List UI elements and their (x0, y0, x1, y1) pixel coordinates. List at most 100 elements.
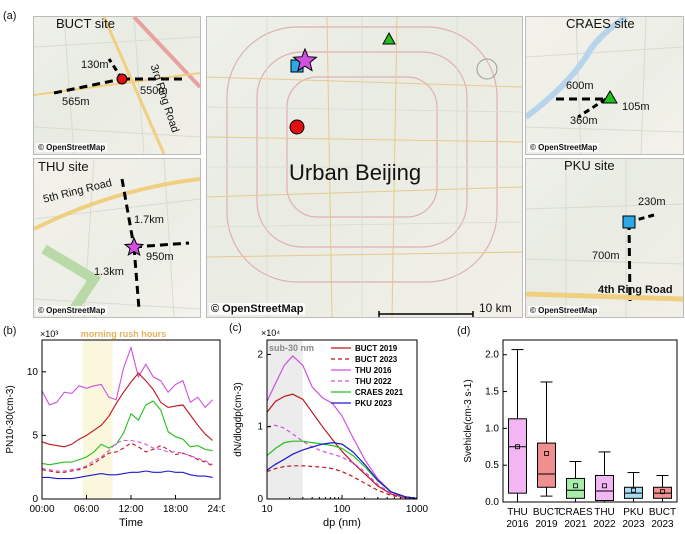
series-line-craes-2021 (41, 400, 213, 466)
y-multiplier: ×10⁴ (261, 328, 280, 338)
legend-entry: CRAES 2021 (355, 388, 404, 397)
y-tick-label: 0.0 (485, 497, 499, 508)
y-tick-label: 2.0 (485, 350, 499, 361)
x-tick-label: 1000 (406, 504, 429, 515)
pku-title: PKU site (564, 158, 615, 173)
x-category-label: BUCT (533, 507, 560, 518)
x-tick-label: 06:00 (74, 504, 99, 515)
shaded-region (82, 340, 113, 499)
map-bucu-svg (34, 17, 200, 154)
bucu-label-1: 565m (62, 96, 90, 108)
x-category-label: THU (507, 507, 528, 518)
thu-label-3: 1.3km (94, 266, 124, 278)
annotation-label: morning rush hours (81, 329, 166, 339)
x-category-label: PKU (623, 507, 644, 518)
legend-entry: THU 2022 (355, 377, 392, 386)
chart-c: sub-30 nm 10 100 1000 0 1 2 ×10⁴ dp (nm) dN/dlogd… (233, 328, 429, 529)
craes-label-1: 105m (622, 101, 650, 113)
shaded-region (267, 340, 303, 499)
map-thu-svg (34, 159, 200, 317)
x-category-label: 2023 (651, 519, 674, 530)
y-axis-label: Svehicle(cm-3 s-1) (463, 379, 474, 462)
pku-label-1: 700m (592, 250, 620, 262)
thu-label-2: 950m (146, 251, 174, 263)
x-tick-label: 00:00 (29, 504, 54, 515)
center-scale: 10 km (479, 301, 512, 315)
box-mean (573, 483, 578, 489)
legend-entry: BUCT 2019 (355, 344, 398, 353)
series-line-buct-2023 (266, 465, 418, 500)
x-tick-label: 12:00 (118, 504, 143, 515)
box-mean (660, 489, 665, 495)
center-bucu-marker (289, 119, 305, 135)
box-mean (631, 487, 636, 493)
series-line-pku-2023 (266, 441, 418, 499)
x-category-label: THU (594, 507, 615, 518)
x-category-label: 2021 (564, 519, 587, 530)
y-axis-label: dN/dlogdp(cm-3) (233, 382, 244, 456)
x-category-label: 2022 (593, 519, 616, 530)
x-category-label: 2023 (622, 519, 645, 530)
panel-label-c: (c) (229, 322, 242, 334)
pku-label-2: 4th Ring Road (598, 284, 673, 296)
craes-label-0: 600m (566, 80, 594, 92)
y-axis-label: PN10-30(cm-3) (5, 385, 16, 453)
y-tick-label: 1 (257, 422, 263, 433)
panel-label-d: (d) (457, 325, 471, 337)
panel-label-b: (b) (3, 325, 17, 337)
legend-entry: BUCT 2023 (355, 355, 398, 364)
x-tick-label: 100 (334, 504, 351, 515)
chart-d: THU2016BUCT2019CRAES2021THU2022PKU2023BU… (463, 339, 678, 530)
bucu-site-marker (116, 73, 128, 85)
bucu-title: BUCT site (56, 16, 115, 31)
legend-entry: THU 2016 (355, 366, 392, 375)
x-category-label: CRAES (558, 507, 593, 518)
x-category-label: 2019 (535, 519, 558, 530)
plot-frame (502, 339, 678, 503)
map-craes-svg (526, 17, 683, 154)
box (537, 442, 556, 488)
panel-label-a: (a) (3, 10, 17, 22)
series-line-buct-2023 (41, 442, 213, 473)
series-line-thu-2022 (41, 439, 213, 472)
chart-b: morning rush hours 00:00 06:00 12:00 18:00 24… (5, 329, 225, 529)
bucu-label-0: 130m (81, 59, 109, 71)
box-mean (544, 451, 549, 456)
y-multiplier: ×10³ (40, 329, 58, 339)
y-tick-label: 0 (32, 494, 38, 505)
craes-label-2: 360m (570, 115, 598, 127)
map-center: Urban Beijing © OpenStreetMap 10 km (206, 16, 523, 318)
center-title: Urban Beijing (289, 160, 422, 185)
bucu-credit: © OpenStreetMap (36, 143, 108, 152)
y-tick-label: 1.0 (485, 423, 499, 434)
thu-title: THU site (38, 159, 89, 174)
box-mean (515, 444, 520, 450)
thu-label-1: 1.7km (134, 214, 164, 226)
box (508, 418, 527, 494)
y-tick-label: 2 (257, 349, 263, 360)
x-tick-label: 18:00 (163, 504, 188, 515)
center-thu-marker (292, 47, 318, 72)
map-pku-svg (526, 159, 683, 317)
series-line-pku-2023 (42, 470, 213, 480)
y-tick-label: 5 (32, 430, 38, 441)
x-axis-label: dp (nm) (323, 517, 361, 529)
pku-label-0: 230m (638, 196, 666, 208)
craes-title: CRAES site (566, 16, 635, 31)
series-line-buct-2019 (266, 393, 418, 500)
bucu-label-2: 550m (140, 85, 168, 97)
y-tick-label: 0 (257, 494, 263, 505)
x-category-label: 2016 (506, 519, 529, 530)
series-line-buct-2019 (41, 372, 213, 448)
map-pku: PKU site 230m 700m 4th Ring Road © OpenS… (525, 158, 684, 318)
center-craes-marker (382, 31, 396, 45)
annotation-label: sub-30 nm (269, 343, 314, 353)
map-bucu: BUCT site 130m 565m 550m 3rd Ring Road ©… (33, 16, 201, 155)
center-credit: © OpenStreetMap (209, 303, 306, 315)
craes-site-marker (602, 90, 618, 104)
box (566, 477, 585, 499)
thu-site-marker (123, 236, 145, 257)
series-line-thu-2016 (41, 345, 213, 409)
pku-site-marker (622, 215, 636, 229)
box-mean (602, 483, 607, 489)
